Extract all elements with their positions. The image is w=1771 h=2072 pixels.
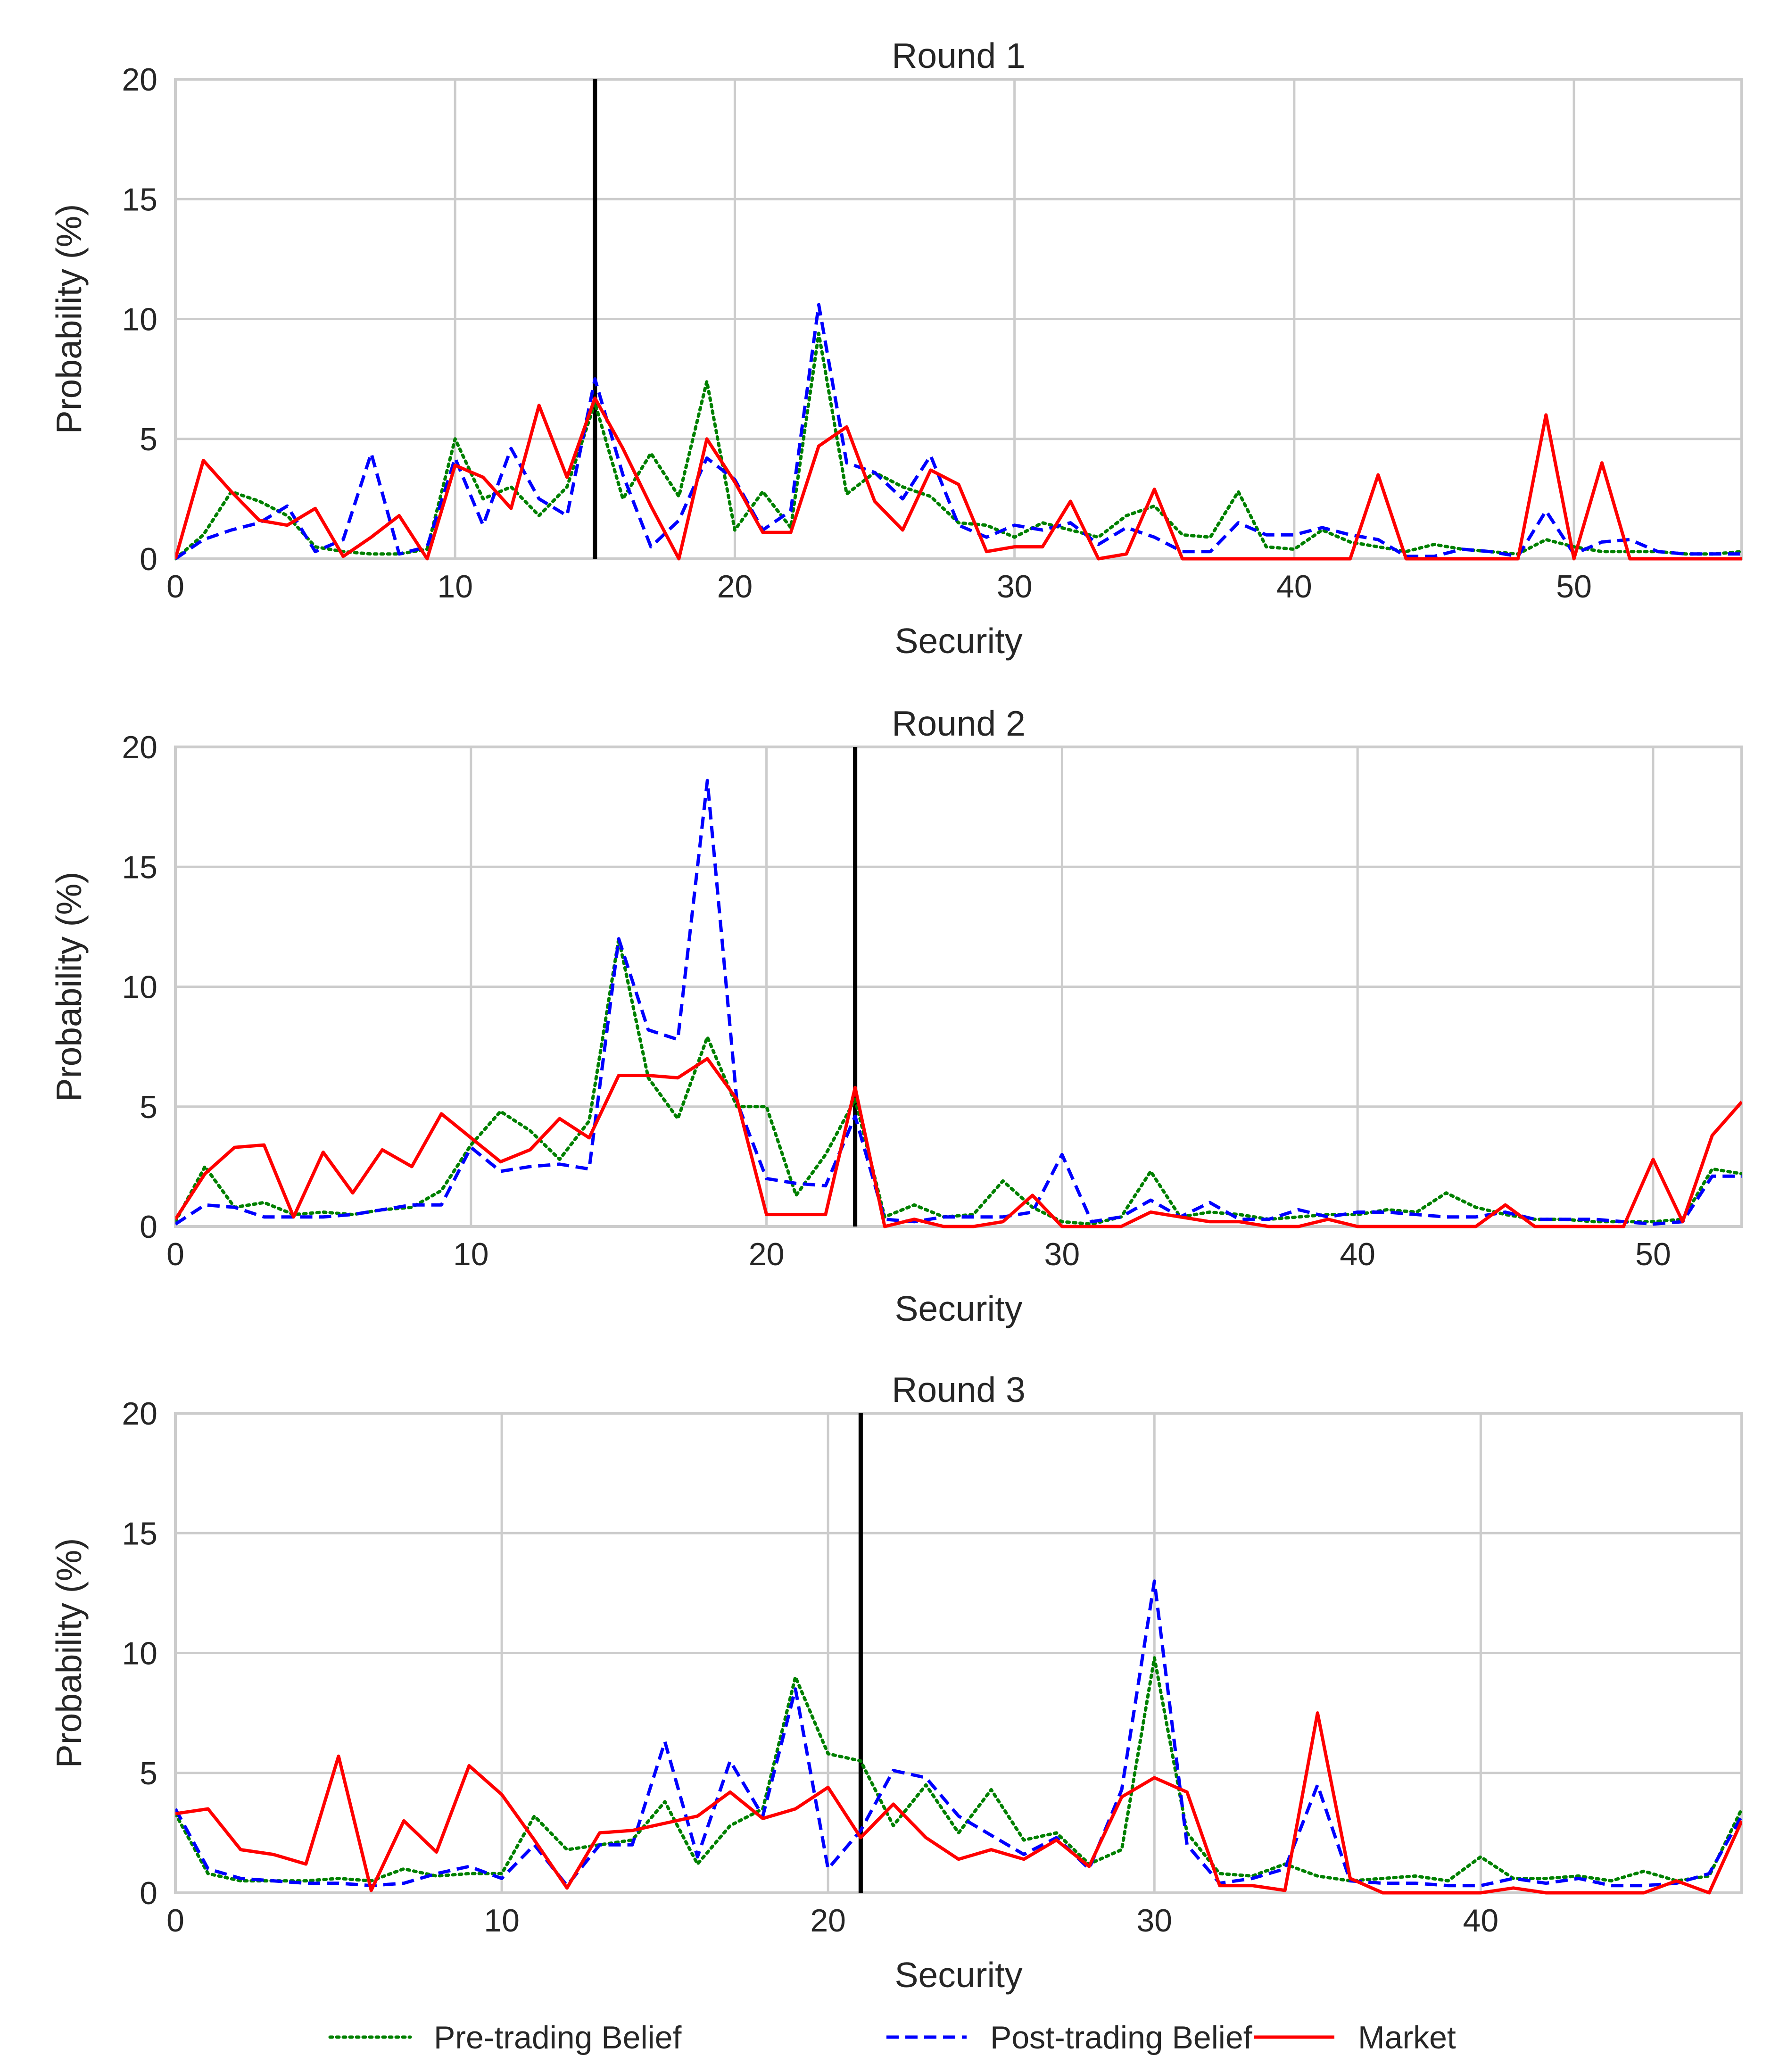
x-tick-label: 20 xyxy=(810,1903,846,1939)
series-line-market xyxy=(175,1711,1742,1895)
y-tick-label: 0 xyxy=(140,1209,157,1245)
y-tick-label: 20 xyxy=(122,729,157,765)
y-axis-label: Probability (%) xyxy=(49,872,89,1102)
chart-title: Round 3 xyxy=(892,1370,1026,1409)
plot-frame xyxy=(174,78,1743,560)
x-tick-label: 0 xyxy=(166,1903,184,1939)
legend-item-market: Market xyxy=(1254,2020,1456,2055)
legend-item-pre-trading-belief: Pre-trading Belief xyxy=(328,2020,681,2055)
y-tick-label: 15 xyxy=(122,182,157,217)
y-tick-label: 5 xyxy=(140,422,157,457)
series-line-market xyxy=(175,1057,1742,1228)
y-tick-label: 20 xyxy=(122,1396,157,1432)
gridlines xyxy=(175,79,1742,559)
y-tick-label: 0 xyxy=(140,1875,157,1911)
x-tick-label: 20 xyxy=(717,569,753,605)
series-line-post-trading-belief xyxy=(175,779,1742,1226)
y-tick-label: 15 xyxy=(122,849,157,885)
plot-frame xyxy=(174,1412,1743,1894)
series-line-post-trading-belief xyxy=(175,303,1742,560)
legend-label: Market xyxy=(1358,2020,1456,2055)
x-tick-label: 0 xyxy=(166,569,184,605)
x-tick-label: 30 xyxy=(997,569,1033,605)
y-tick-label: 0 xyxy=(140,541,157,577)
x-tick-label: 30 xyxy=(1044,1236,1080,1272)
x-tick-label: 20 xyxy=(749,1236,785,1272)
series-line-pre-trading-belief xyxy=(175,937,1742,1226)
gridlines xyxy=(175,747,1742,1227)
x-axis-label: Security xyxy=(895,621,1023,661)
legend: Pre-trading Belief Post-trading Belief Mar… xyxy=(328,2020,1456,2055)
y-tick-label: 5 xyxy=(140,1089,157,1125)
chart-title: Round 1 xyxy=(892,36,1026,75)
chart-title: Round 2 xyxy=(892,704,1026,743)
y-tick-label: 10 xyxy=(122,302,157,338)
legend-label: Pre-trading Belief xyxy=(434,2020,681,2055)
series-line-pre-trading-belief xyxy=(175,1656,1742,1883)
chart-round-3: 0 10 20 30 40 0 5 10 15 20 Round 3 Security Probabil… xyxy=(49,1370,1743,1995)
x-axis-label: Security xyxy=(895,1955,1023,1995)
y-tick-label: 10 xyxy=(122,1636,157,1672)
x-tick-label: 30 xyxy=(1136,1903,1172,1939)
x-tick-label: 40 xyxy=(1463,1903,1499,1939)
x-tick-label: 40 xyxy=(1340,1236,1375,1272)
series-line-post-trading-belief xyxy=(175,1579,1742,1888)
series-line-market xyxy=(175,396,1742,561)
x-tick-label: 10 xyxy=(453,1236,489,1272)
x-tick-label: 40 xyxy=(1276,569,1312,605)
y-axis-label: Probability (%) xyxy=(49,204,89,434)
y-tick-label: 15 xyxy=(122,1516,157,1551)
x-tick-label: 50 xyxy=(1556,569,1592,605)
y-tick-label: 20 xyxy=(122,62,157,98)
x-axis-label: Security xyxy=(895,1289,1023,1328)
gridlines xyxy=(175,1413,1742,1893)
legend-label: Post-trading Belief xyxy=(990,2020,1252,2055)
y-tick-label: 10 xyxy=(122,970,157,1005)
legend-item-post-trading-belief: Post-trading Belief xyxy=(886,2020,1252,2055)
x-tick-label: 0 xyxy=(166,1236,184,1272)
y-axis-label: Probability (%) xyxy=(49,1538,89,1768)
x-tick-label: 50 xyxy=(1635,1236,1671,1272)
chart-round-2: 0 10 20 30 40 50 0 5 10 15 20 Round 2 Security Probab… xyxy=(49,704,1743,1328)
chart-round-1: 0 10 20 30 40 50 0 5 10 15 20 Round 1 Security Probab… xyxy=(49,36,1743,661)
x-tick-label: 10 xyxy=(484,1903,520,1939)
x-tick-label: 10 xyxy=(437,569,473,605)
y-tick-label: 5 xyxy=(140,1756,157,1791)
